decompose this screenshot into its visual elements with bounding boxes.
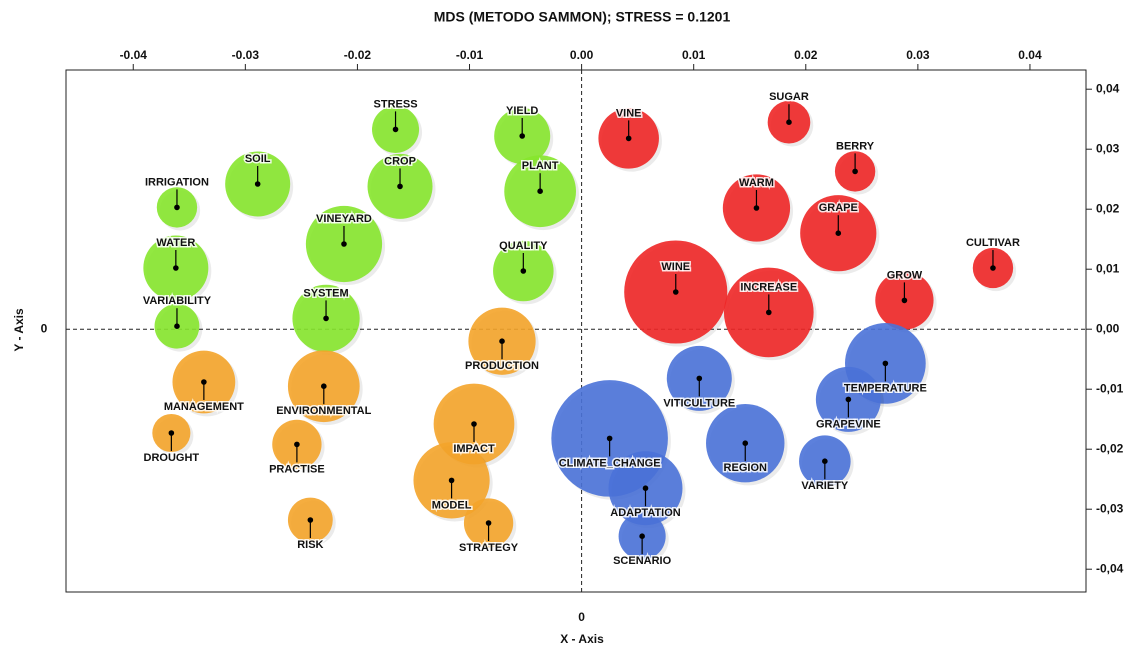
bubble-label: CULTIVAR (966, 237, 1020, 249)
bubble-dot (765, 309, 772, 316)
bubble-dot (201, 379, 207, 385)
bubble-dot (174, 204, 180, 211)
bubble-label: MODEL (432, 499, 472, 511)
x-tick-label: 0.02 (794, 48, 818, 62)
bubble-dot (174, 323, 180, 330)
bubble-label: WATER (156, 237, 195, 249)
bubble-label: ADAPTATION (610, 507, 681, 519)
bubble-label: VARIABILITY (143, 295, 212, 307)
y-tick-label-left: 0 (41, 321, 48, 335)
bubble-dot (168, 430, 175, 436)
bubble-label: SUGAR (769, 91, 809, 103)
bubble-label: GRAPEVINE (816, 418, 881, 430)
x-tick-label: 0.03 (906, 48, 930, 62)
bubble-dot (537, 188, 543, 194)
bubble-label: STRATEGY (459, 542, 519, 554)
bubble-label: CLIMATE_CHANGE (559, 457, 661, 469)
y-tick-label: -0,02 (1096, 441, 1124, 455)
bubble-label: REGION (724, 462, 767, 474)
x-tick-label-bottom: 0 (578, 610, 585, 624)
x-tick-label: -0.04 (120, 48, 148, 62)
bubble-label: PLANT (522, 160, 559, 172)
x-axis-title: X - Axis (560, 632, 604, 646)
x-tick-label: 0.01 (682, 48, 706, 62)
bubble-label: SYSTEM (303, 287, 348, 299)
bubble-dot (753, 205, 760, 211)
y-tick-label: 0,01 (1096, 261, 1120, 275)
bubble-dot (672, 289, 679, 295)
bubble-dot (606, 435, 613, 442)
bubble-label: VINE (616, 107, 642, 119)
bubble-dot (852, 168, 858, 175)
bubble-label: SOIL (245, 153, 271, 165)
bubble-label: TEMPERATURE (844, 382, 927, 394)
bubble-dot (822, 458, 828, 465)
bubble-label: YIELD (506, 105, 538, 117)
bubble-label: RISK (297, 539, 323, 551)
bubble-label: DROUGHT (144, 452, 200, 464)
bubble-dot (321, 383, 327, 390)
bubble-dot (742, 440, 749, 447)
bubble-label: BERRY (836, 140, 875, 152)
bubble-label: MANAGEMENT (164, 401, 244, 413)
x-tick-label: -0.03 (232, 48, 260, 62)
bubble-dot (639, 533, 645, 539)
bubble-label: GRAPE (819, 202, 858, 214)
y-tick-label: -0,01 (1096, 381, 1124, 395)
bubble-dot (448, 477, 455, 484)
bubble-dot (696, 375, 703, 382)
x-tick-label: 0.04 (1018, 48, 1042, 62)
bubble-label: PRACTISE (269, 463, 325, 475)
bubble-dot (471, 421, 477, 427)
bubble-dot (254, 181, 261, 187)
bubble-dot (990, 265, 996, 271)
bubble-dot (307, 517, 314, 523)
bubble-label: VARIETY (801, 480, 849, 492)
bubble-label: PRODUCTION (465, 360, 539, 372)
bubble-dot (520, 268, 527, 274)
bubble-dot (294, 441, 300, 448)
bubble-dot (519, 133, 525, 139)
y-tick-label: 0,00 (1096, 321, 1120, 335)
bubble-dot (485, 520, 492, 526)
x-tick-label: -0.01 (456, 48, 484, 62)
bubble-label: SCENARIO (613, 555, 672, 567)
bubble-label: CROP (384, 155, 416, 167)
bubble-label: WARM (739, 177, 774, 189)
bubble-label: VITICULTURE (663, 397, 735, 409)
bubble-label: VINEYARD (316, 213, 372, 225)
bubble-dot (845, 396, 852, 403)
bubble-dot (323, 315, 329, 322)
x-tick-label: -0.02 (344, 48, 372, 62)
bubble-dot (642, 485, 649, 492)
y-tick-label: 0,02 (1096, 201, 1120, 215)
bubble-dot (882, 360, 889, 367)
bubble-dot (341, 241, 347, 247)
bubble-dot (392, 126, 399, 133)
bubble-dot (173, 265, 179, 271)
y-tick-label: 0,03 (1096, 141, 1120, 155)
y-tick-label: -0,03 (1096, 501, 1124, 515)
bubble-dot (625, 135, 632, 142)
y-tick-label: -0,04 (1096, 561, 1124, 575)
bubble-label: INCREASE (740, 281, 797, 293)
bubble-dot (499, 338, 505, 345)
y-tick-label: 0,04 (1096, 81, 1120, 95)
bubble-dot (901, 297, 908, 304)
x-tick-label: 0.00 (570, 48, 594, 62)
bubble-dot (786, 119, 792, 125)
bubble-label: IRRIGATION (145, 176, 209, 188)
bubble-dot (835, 230, 842, 236)
plot-frame (65, 69, 1087, 593)
y-axis-title: Y - Axis (12, 308, 26, 352)
bubble-label: ENVIRONMENTAL (276, 405, 371, 417)
chart-title: MDS (METODO SAMMON); STRESS = 0.1201 (434, 9, 731, 25)
bubble-label: IMPACT (453, 443, 495, 455)
bubble-label: WINE (661, 261, 690, 273)
bubble-dot (397, 183, 403, 190)
bubble-label: STRESS (374, 98, 418, 110)
bubble-label: GROW (887, 269, 923, 281)
bubble-label: QUALITY (499, 240, 548, 252)
